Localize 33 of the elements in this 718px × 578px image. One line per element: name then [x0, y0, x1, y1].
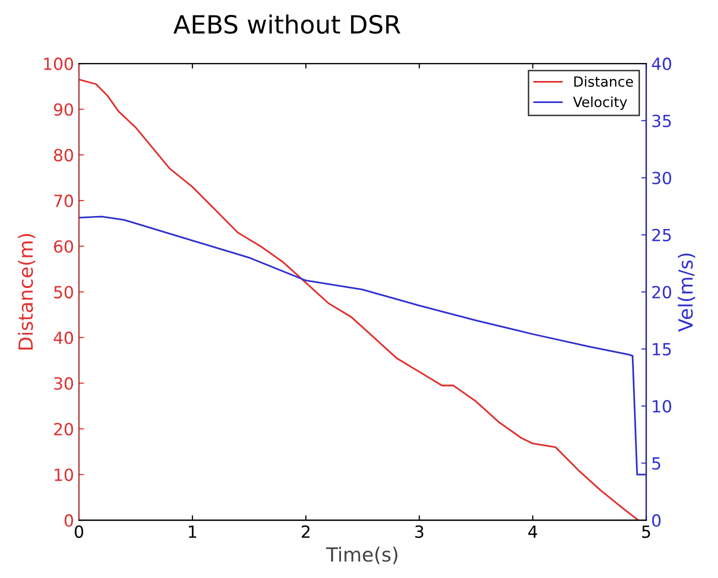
y2-tick-label: 0: [652, 514, 661, 527]
y-tick-label: 10: [54, 468, 74, 482]
y-tick-label: 20: [54, 422, 74, 436]
legend-label: Distance: [574, 76, 633, 87]
y2-tick-label: 10: [652, 400, 672, 413]
legend-label: Velocity: [573, 96, 628, 110]
y-tick-label: 70: [54, 194, 74, 208]
y2-tick-label: 30: [652, 172, 672, 184]
y-tick-label: 40: [54, 332, 74, 344]
y2-tick-label: 20: [652, 286, 672, 298]
y2-tick-label: 35: [652, 114, 671, 128]
line-series: [78, 216, 646, 476]
chart-title: AEBS without DSR: [173, 14, 400, 34]
y-tick-label: 80: [54, 148, 74, 162]
y2-tick-label: 15: [652, 343, 671, 356]
y-tick-label: 90: [54, 103, 74, 116]
y2-axis-title: Vel(m/s): [678, 254, 696, 332]
x-tick-label: 0: [74, 525, 84, 538]
x-tick-label: 4: [528, 526, 538, 538]
y2-tick-label: 40: [652, 58, 672, 70]
y-tick-label: 30: [54, 377, 74, 390]
y-axis-title: Distance(m): [18, 234, 36, 350]
y2-tick-label: 5: [652, 457, 660, 470]
y-tick-label: 50: [54, 286, 74, 298]
x-axis-title: Time(s): [326, 546, 398, 564]
x-tick-label: 3: [415, 525, 424, 538]
y-tick-label: 0: [64, 514, 74, 527]
y-tick-label: 60: [54, 240, 74, 253]
x-tick-label: 5: [642, 526, 650, 538]
y2-tick-label: 25: [652, 228, 671, 242]
x-tick-label: 1: [188, 526, 196, 538]
y-tick-label: 100: [44, 58, 74, 70]
x-tick-label: 2: [302, 525, 310, 538]
